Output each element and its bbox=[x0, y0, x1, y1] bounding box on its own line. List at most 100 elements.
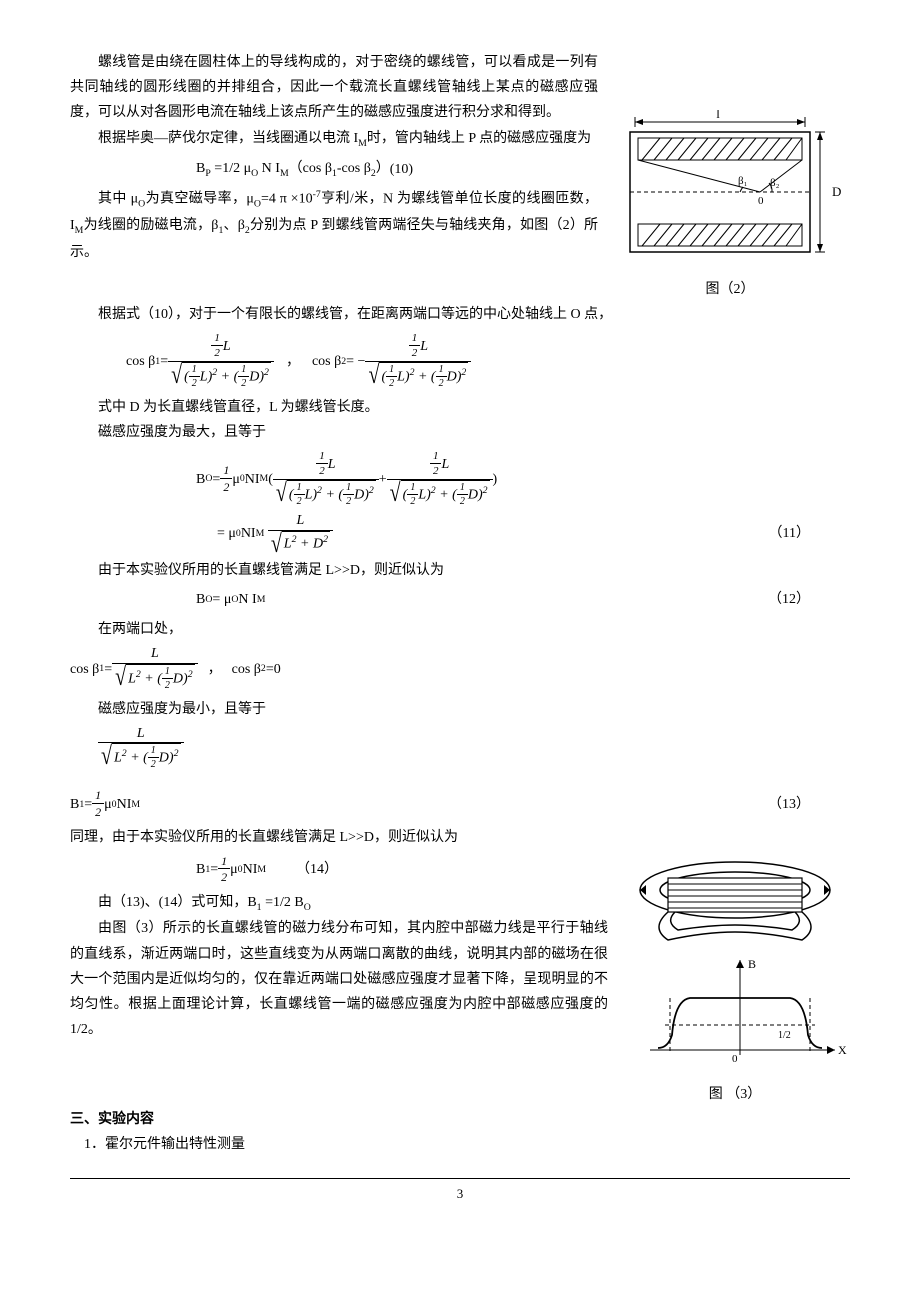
e11-half: 12 bbox=[220, 463, 232, 495]
e11d2: NI bbox=[241, 521, 256, 546]
Ld1: L bbox=[200, 370, 208, 385]
cosb2: cos β bbox=[312, 349, 341, 374]
mfhn: 1 bbox=[148, 745, 159, 758]
cbe1: cos β bbox=[70, 657, 99, 682]
e13-half: 12 bbox=[92, 788, 104, 820]
e12a: B bbox=[196, 587, 205, 612]
p3b: 为真空磁导率，μ bbox=[145, 192, 254, 207]
cbeD: D bbox=[173, 671, 183, 686]
p2-b: 时，管内轴线上 P 点的磁感应强度为 bbox=[367, 131, 591, 146]
h4n: 1 bbox=[409, 332, 421, 346]
eq10-body: BP =1/2 μO N IM（cos β1-cos β2） bbox=[196, 156, 390, 182]
h5d: 2 bbox=[386, 377, 397, 391]
e11f6n: 1 bbox=[457, 482, 468, 495]
cosb2eq: = − bbox=[346, 349, 365, 374]
mfhd: 2 bbox=[148, 758, 159, 772]
fig3-half: 1/2 bbox=[778, 1030, 791, 1041]
e14hd: 2 bbox=[218, 869, 230, 886]
cbeL: L bbox=[112, 646, 198, 664]
e11f3d: 2 bbox=[343, 495, 354, 509]
e11D1: D bbox=[354, 488, 364, 503]
e14ds: M bbox=[257, 861, 266, 879]
e11sq1: 2 bbox=[317, 485, 322, 496]
e11ds2: M bbox=[256, 525, 265, 543]
figure-2: l β₁ bbox=[610, 110, 850, 302]
e11L3: L bbox=[441, 457, 449, 472]
fig3-X: X bbox=[838, 1043, 847, 1057]
e11f1n: 1 bbox=[316, 450, 328, 464]
paragraph-8: 在两端口处， bbox=[70, 617, 850, 642]
fig3-zero: 0 bbox=[732, 1053, 738, 1065]
e13c: μ bbox=[104, 792, 112, 817]
e11f2d: 2 bbox=[294, 495, 305, 509]
e11-frac2: 12L √(12L)2 + (12D)2 bbox=[387, 450, 493, 510]
e11f4n: 1 bbox=[430, 450, 442, 464]
h2n: 1 bbox=[189, 364, 200, 377]
sq4: 2 bbox=[461, 367, 466, 378]
h3n: 1 bbox=[238, 364, 249, 377]
e13ds: M bbox=[131, 796, 140, 814]
e11f6d: 2 bbox=[457, 495, 468, 509]
e14d: NI bbox=[243, 857, 258, 882]
e11-frac3: L √L2 + D2 bbox=[268, 513, 333, 554]
e11f3n: 1 bbox=[343, 482, 354, 495]
figure-3-caption: 图 （3） bbox=[620, 1082, 850, 1107]
e11plus: + bbox=[379, 467, 387, 492]
e11hd: 2 bbox=[220, 479, 232, 496]
frac-cosb2: 12L √(12L)2 + (12D)2 bbox=[365, 332, 471, 392]
cbeL2: L bbox=[128, 671, 136, 686]
p11b: =1/2 B bbox=[262, 895, 304, 910]
h2d: 2 bbox=[189, 377, 200, 391]
eq10-m5: ） bbox=[376, 161, 390, 176]
mfD: D bbox=[159, 751, 169, 766]
cbehn: 1 bbox=[162, 666, 173, 679]
eq10-m4: -cos β bbox=[337, 161, 371, 176]
equation-13: B1 = 12 μ0NIM （13） bbox=[70, 788, 850, 820]
e11sq5: 2 bbox=[292, 534, 297, 545]
e11f: ) bbox=[493, 467, 498, 492]
paragraph-9: 磁感应强度为最小，且等于 bbox=[70, 697, 850, 722]
cbe-frac: L √L2 + (12D)2 bbox=[112, 646, 198, 693]
fig2-label-D: D bbox=[832, 184, 841, 199]
e14c: μ bbox=[230, 857, 238, 882]
min-frac-body: L √L2 + (12D)2 bbox=[98, 726, 184, 773]
e11L6: L bbox=[284, 537, 292, 552]
e11c: μ bbox=[232, 467, 240, 492]
equation-12: BO = μO N IM （12） bbox=[70, 587, 850, 612]
cbe2: cos β bbox=[232, 657, 261, 682]
p3f: 、β bbox=[223, 218, 245, 233]
cbesq: 2 bbox=[136, 669, 141, 680]
page-footer: 3 bbox=[70, 1178, 850, 1205]
e13b: = bbox=[84, 792, 92, 817]
cos-beta-line: cos β1= 12L √(12L)2 + (12D)2 ， cos β2= −… bbox=[70, 332, 850, 392]
eq12-number: （12） bbox=[768, 587, 850, 612]
frac-cosb1: 12L √(12L)2 + (12D)2 bbox=[168, 332, 274, 392]
cosb1: cos β bbox=[126, 349, 155, 374]
cbe1eq: = bbox=[104, 657, 112, 682]
h5n: 1 bbox=[386, 364, 397, 377]
equation-10: BP =1/2 μO N IM（cos β1-cos β2） (10) bbox=[70, 156, 598, 182]
e11ds: M bbox=[260, 470, 269, 488]
e13d: NI bbox=[117, 792, 132, 817]
e11g: = μ bbox=[217, 521, 236, 546]
fig3-B: B bbox=[748, 957, 756, 971]
page-number: 3 bbox=[457, 1186, 464, 1201]
e11as: O bbox=[205, 470, 212, 488]
p3a: 其中 μ bbox=[98, 192, 138, 207]
sep2: ， bbox=[198, 657, 232, 682]
p11s2: O bbox=[304, 902, 311, 913]
Dd1: D bbox=[249, 370, 259, 385]
e11L1: L bbox=[328, 457, 336, 472]
p3c: =4 π ×10 bbox=[261, 192, 313, 207]
sep1: ， bbox=[274, 349, 312, 374]
fig2-zero: 0 bbox=[758, 195, 764, 207]
sq1: 2 bbox=[212, 367, 217, 378]
e12as: O bbox=[205, 591, 212, 609]
p2-sub: M bbox=[358, 137, 367, 148]
e13hd: 2 bbox=[92, 804, 104, 821]
e14-half: 12 bbox=[218, 854, 230, 886]
eq13-number: （13） bbox=[768, 792, 850, 817]
h3d: 2 bbox=[238, 377, 249, 391]
e12os: O bbox=[231, 591, 238, 609]
mfsq: 2 bbox=[122, 749, 127, 760]
